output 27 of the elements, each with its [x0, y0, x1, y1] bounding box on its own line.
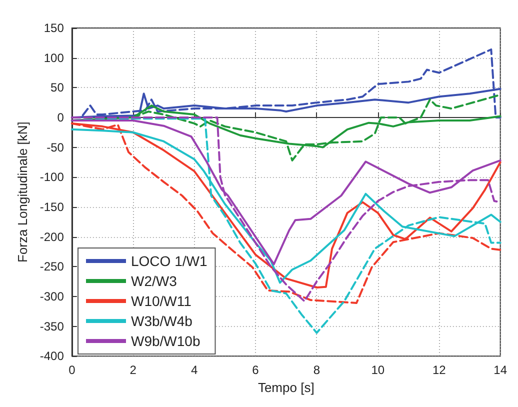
- x-tick-label: 0: [68, 363, 76, 378]
- y-tick-label: -50: [46, 140, 64, 154]
- legend-label: W2/W3: [131, 273, 178, 289]
- y-tick-label: 150: [44, 21, 64, 35]
- y-tick-label: 0: [57, 110, 64, 124]
- x-tick-label: 14: [494, 363, 508, 378]
- y-tick-label: -200: [40, 230, 64, 244]
- legend-label: W3b/W4b: [131, 313, 193, 329]
- legend-label: W9b/W10b: [131, 333, 200, 349]
- y-tick-label: -350: [40, 319, 64, 334]
- y-tick-label: -100: [40, 170, 64, 184]
- x-tick-label: 4: [190, 363, 198, 378]
- y-tick-label: -400: [40, 349, 64, 364]
- y-tick-label: 50: [50, 80, 64, 95]
- y-tick-label: 100: [44, 50, 64, 65]
- x-tick-label: 2: [130, 363, 137, 378]
- x-tick-label: 8: [313, 363, 320, 378]
- legend-label: LOCO 1/W1: [131, 253, 208, 269]
- y-axis-title: Forza Longitudinale [kN]: [15, 122, 30, 263]
- legend-label: W10/W11: [131, 293, 192, 309]
- y-tick-label: -300: [40, 289, 64, 304]
- x-axis-title: Tempo [s]: [258, 380, 314, 395]
- y-tick-label: -250: [40, 260, 64, 274]
- x-tick-label: 12: [432, 363, 446, 378]
- x-tick-label: 6: [252, 363, 260, 378]
- x-tick-label: 10: [371, 363, 385, 378]
- y-tick-label: -150: [40, 200, 64, 214]
